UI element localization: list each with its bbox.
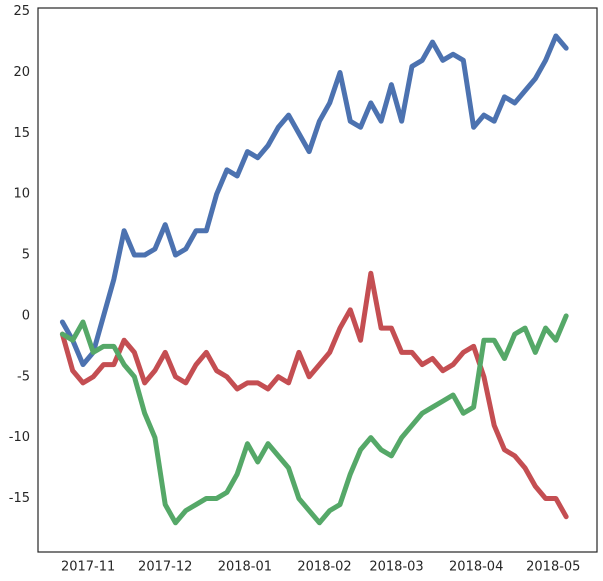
y-tick-label: 0 (22, 308, 30, 323)
x-tick-label: 2017-11 (61, 560, 115, 575)
y-tick-label: 10 (13, 187, 30, 202)
x-tick-label: 2018-02 (297, 560, 351, 575)
y-tick-label: -15 (9, 491, 30, 506)
y-tick-label: 5 (22, 248, 30, 263)
series-line (59, 270, 569, 520)
x-tick-label: 2017-12 (138, 560, 192, 575)
x-tick-label: 2018-01 (218, 560, 272, 575)
y-tick-label: 20 (13, 65, 30, 80)
y-tick-label: -5 (17, 369, 30, 384)
series-line (59, 313, 569, 526)
x-tick-label: 2018-03 (369, 560, 423, 575)
y-tick-label: 15 (13, 126, 30, 141)
y-tick-label: 25 (13, 4, 30, 19)
x-tick-label: 2018-04 (449, 560, 503, 575)
y-tick-label: -10 (9, 430, 30, 445)
series-line (59, 33, 569, 368)
x-tick-label: 2018-05 (526, 560, 580, 575)
plot-frame (37, 7, 598, 553)
